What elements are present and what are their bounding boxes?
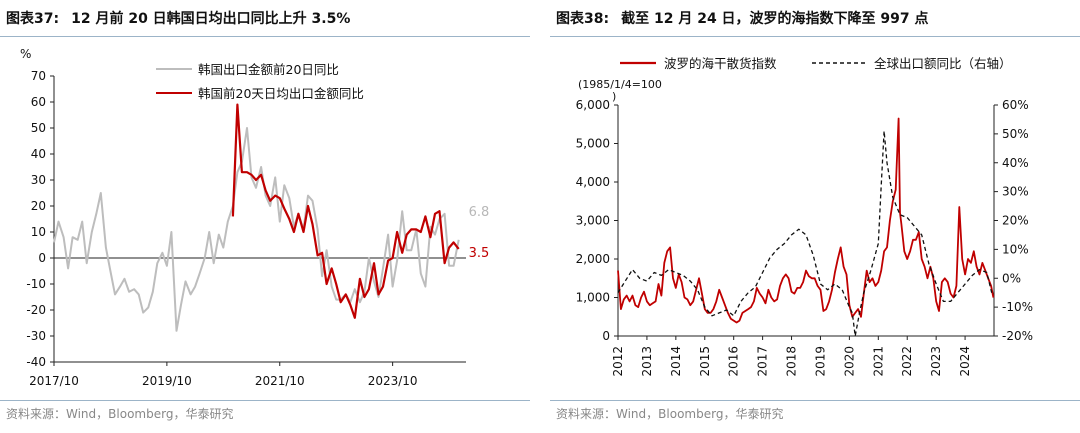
left-plot-area: -40 -30 -20 -10 0 10 20 30 40 50 60 70 2017/10 2019/1… — [26, 69, 489, 388]
y-tick-label-left: 5,000 — [576, 137, 610, 151]
y-tick-label: 40 — [31, 147, 46, 161]
y-tick-label-right: 0% — [1002, 271, 1021, 285]
right-legend: 波罗的海干散货指数 全球出口额同比（右轴） — [620, 56, 1012, 71]
x-tick-label: 2021 — [871, 346, 885, 377]
right-title-rule — [550, 36, 1080, 37]
x-tick-label: 2021/10 — [255, 374, 305, 388]
legend-label-bdi: 波罗的海干散货指数 — [664, 56, 777, 71]
series-line-gray — [53, 127, 460, 332]
right-figure-number: 图表38: — [556, 11, 610, 27]
x-tick-label: 2022 — [900, 346, 914, 377]
x-tick-label: 2017 — [756, 346, 770, 377]
y-tick-label-right: -10% — [1002, 300, 1033, 314]
y-tick-label-right: 20% — [1002, 214, 1029, 228]
y-tick-label-right: -20% — [1002, 329, 1033, 343]
y-tick-label: 10 — [31, 225, 46, 239]
series-line-export — [617, 130, 993, 337]
left-panel: 图表37: 12 月前 20 日韩国日均出口同比上升 3.5% % 韩国出口金额前… — [0, 0, 530, 433]
end-label-red: 3.5 — [469, 246, 490, 261]
right-axis-note: (1985/1/4=100 — [578, 78, 662, 91]
left-legend: 韩国出口金额前20日同比 韩国前20天日均出口金额同比 — [156, 62, 364, 101]
y-tick-label: -20 — [26, 303, 46, 317]
left-source-rule — [0, 400, 530, 401]
series-line-bdi — [617, 117, 995, 324]
right-source-rule — [550, 400, 1080, 401]
y-tick-label: 60 — [31, 95, 46, 109]
y-tick-label-left: 1,000 — [576, 291, 610, 305]
x-tick-label: 2020 — [842, 346, 856, 377]
right-source: 资料来源：Wind，Bloomberg，华泰研究 — [556, 407, 784, 421]
right-axis-note-close: ) — [612, 90, 616, 103]
y-tick-label: -30 — [26, 329, 46, 343]
series-line-red — [231, 103, 460, 319]
left-title-rule — [0, 36, 530, 37]
x-tick-label: 2017/10 — [29, 374, 79, 388]
y-tick-label-left: 6,000 — [576, 98, 610, 112]
x-tick-label: 2016 — [727, 346, 741, 377]
left-title: 图表37: 12 月前 20 日韩国日均出口同比上升 3.5% — [6, 8, 350, 28]
y-tick-label: 30 — [31, 173, 46, 187]
y-tick-label-left: 3,000 — [576, 214, 610, 228]
right-title: 图表38: 截至 12 月 24 日，波罗的海指数下降至 997 点 — [556, 8, 929, 28]
right-plot-area: 0 1,000 2,000 3,000 4,000 5,000 6,000 -20% -10% 0… — [576, 98, 1033, 377]
x-tick-label: 2018 — [785, 346, 799, 377]
y-tick-label: 50 — [31, 121, 46, 135]
x-tick-label: 2023 — [929, 346, 943, 377]
y-tick-label: 0 — [38, 251, 46, 265]
y-tick-label-right: 60% — [1002, 98, 1029, 112]
end-label-gray: 6.8 — [469, 205, 490, 220]
y-tick-label-left: 2,000 — [576, 252, 610, 266]
left-chart: % 韩国出口金额前20日同比 韩国前20天日均出口金额同比 -40-30-20-… — [20, 47, 489, 388]
right-title-text: 截至 12 月 24 日，波罗的海指数下降至 997 点 — [621, 11, 929, 27]
left-unit-label: % — [20, 47, 31, 61]
left-source: 资料来源：Wind，Bloomberg，华泰研究 — [6, 407, 234, 421]
x-tick-label: 2015 — [698, 346, 712, 377]
x-tick-label: 2012 — [611, 346, 625, 377]
left-title-text: 12 月前 20 日韩国日均出口同比上升 3.5% — [71, 11, 351, 27]
y-tick-label: -40 — [26, 355, 46, 369]
x-tick-label: 2019/10 — [142, 374, 192, 388]
legend-label-gray: 韩国出口金额前20日同比 — [198, 62, 339, 77]
y-tick-label: 20 — [31, 199, 46, 213]
y-tick-label-right: 30% — [1002, 185, 1029, 199]
x-tick-label: 2014 — [669, 346, 683, 377]
y-tick-label-right: 10% — [1002, 242, 1029, 256]
legend-label-export: 全球出口额同比（右轴） — [874, 56, 1012, 71]
left-figure-number: 图表37: — [6, 11, 60, 27]
legend-label-red: 韩国前20天日均出口金额同比 — [198, 86, 364, 101]
y-tick-label: 70 — [31, 69, 46, 83]
y-tick-label-left: 0 — [602, 329, 610, 343]
right-chart: 波罗的海干散货指数 全球出口额同比（右轴） (1985/1/4=100 ) 0 1… — [576, 56, 1033, 377]
y-tick-label-right: 50% — [1002, 127, 1029, 141]
y-tick-label-right: 40% — [1002, 156, 1029, 170]
x-tick-label: 2013 — [640, 346, 654, 377]
x-tick-label: 2019 — [813, 346, 827, 377]
right-panel: 图表38: 截至 12 月 24 日，波罗的海指数下降至 997 点 波罗的海干散… — [550, 0, 1080, 433]
x-tick-label: 2024 — [958, 346, 972, 377]
y-tick-label: -10 — [26, 277, 46, 291]
y-tick-label-left: 4,000 — [576, 175, 610, 189]
x-tick-label: 2023/10 — [368, 374, 418, 388]
